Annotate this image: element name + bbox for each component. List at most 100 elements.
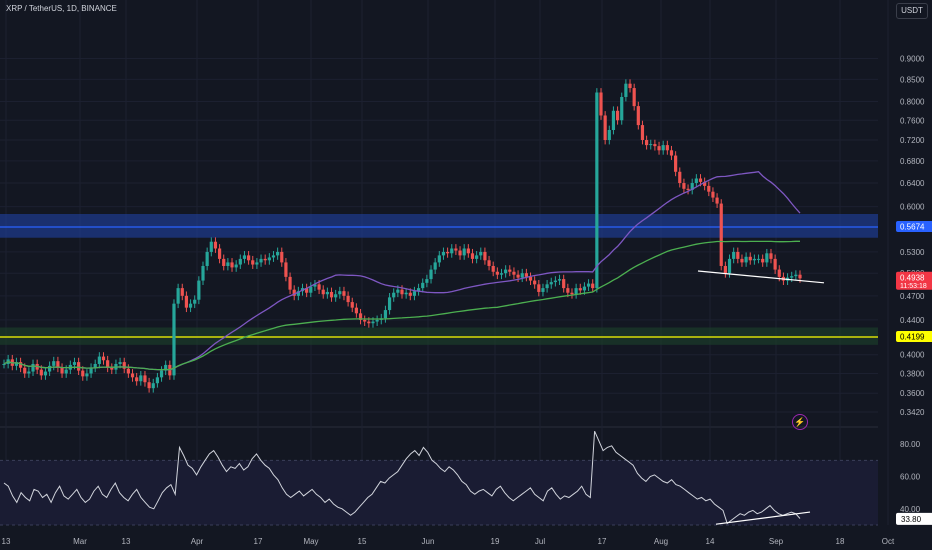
- candle-body: [723, 265, 727, 274]
- candle-body: [251, 260, 255, 265]
- candle-body: [508, 269, 512, 272]
- candle-body: [475, 255, 479, 259]
- candle-body: [761, 258, 765, 263]
- candle-body: [661, 145, 665, 151]
- candle-body: [665, 145, 669, 151]
- candle-body: [255, 262, 259, 265]
- rsi-y-tick-label: 80.00: [900, 440, 921, 449]
- candle-body: [288, 276, 292, 290]
- candle-body: [446, 251, 450, 254]
- candle-body: [230, 262, 234, 268]
- x-tick-label: 18: [836, 537, 845, 546]
- grid: [0, 0, 889, 525]
- candle-body: [682, 183, 686, 189]
- price-zone: [0, 213, 878, 238]
- candle-body: [201, 265, 205, 281]
- candle-body: [72, 362, 77, 365]
- candle-body: [491, 265, 495, 272]
- candle-body: [383, 310, 388, 319]
- candle-body: [719, 203, 723, 266]
- candle-body: [715, 197, 719, 204]
- candle-body: [338, 291, 342, 295]
- candle-body: [669, 150, 674, 156]
- candle-body: [794, 274, 798, 277]
- candle-body: [213, 241, 218, 249]
- candle-body: [458, 250, 462, 256]
- rsi-y-tick-label: 60.00: [900, 473, 921, 482]
- y-tick-label: 0.6400: [900, 179, 925, 188]
- candle-body: [234, 264, 238, 268]
- candle-body: [408, 292, 412, 296]
- candle-body: [43, 371, 48, 376]
- candle-body: [209, 241, 213, 252]
- candle-body: [732, 251, 736, 259]
- candle-body: [524, 273, 528, 277]
- candle-body: [180, 288, 184, 296]
- candle-body: [690, 183, 694, 190]
- candle-body: [603, 115, 607, 141]
- price-badge: [896, 271, 932, 290]
- price-badge: [896, 330, 932, 342]
- candle-body: [582, 286, 587, 291]
- currency-button[interactable]: USDT: [896, 3, 928, 19]
- candle-body: [790, 276, 794, 278]
- candle-body: [707, 185, 711, 192]
- candle-body: [242, 255, 247, 259]
- moving-averages: [3, 171, 801, 371]
- candle-body: [122, 362, 126, 369]
- candle-body: [143, 375, 147, 383]
- candle-body: [649, 144, 653, 146]
- candle-body: [640, 125, 645, 141]
- candle-body: [483, 251, 487, 261]
- axes: 13 Mar 13 Apr 17 May 15 Jun 19 Jul 17 Aug 14 Sep 18 Oct…: [2, 54, 932, 546]
- candle-body: [557, 279, 562, 281]
- candle-body: [591, 283, 595, 289]
- x-tick-label: 15: [358, 537, 367, 546]
- candle-body: [533, 280, 537, 285]
- candle-body: [657, 146, 661, 151]
- rsi-value-badge: [896, 512, 932, 525]
- candle-body: [367, 321, 371, 324]
- candle-body: [740, 258, 744, 263]
- x-tick-label: 17: [254, 537, 263, 546]
- price-badge-value: 0.5674: [900, 223, 925, 232]
- price-zones: [0, 213, 878, 345]
- y-tick-label: 0.6800: [900, 157, 925, 166]
- candle-body: [703, 181, 707, 186]
- candle-body: [135, 377, 139, 382]
- y-tick-label: 0.7600: [900, 116, 925, 125]
- candle-body: [97, 356, 101, 364]
- candle-body: [698, 178, 703, 182]
- trendline: [697, 270, 825, 284]
- candle-body: [450, 248, 454, 254]
- price-badge: [896, 221, 932, 233]
- candle-body: [674, 155, 678, 172]
- candle-body: [358, 313, 363, 320]
- candle-body: [2, 363, 6, 365]
- candle-body: [462, 248, 466, 256]
- y-tick-label: 0.6000: [900, 203, 925, 212]
- candle-body: [437, 255, 441, 263]
- x-tick-label: Sep: [769, 537, 784, 546]
- horizontal-levels: [0, 226, 878, 338]
- x-tick-label: 14: [706, 537, 715, 546]
- symbol-title[interactable]: XRP / TetherUS, 1D, BINANCE: [6, 4, 117, 13]
- lightning-icon[interactable]: ⚡: [792, 414, 808, 430]
- candle-body: [512, 271, 516, 275]
- candle-body: [678, 171, 682, 184]
- candle-body: [748, 256, 752, 261]
- candle-body: [139, 375, 143, 382]
- candle-body: [110, 367, 114, 370]
- rsi-y-tick-label: 40.00: [900, 505, 921, 514]
- rsi-pane: [0, 430, 878, 526]
- candle-body: [60, 367, 64, 374]
- candle-body: [346, 295, 350, 303]
- candle-body: [296, 291, 300, 296]
- candle-body: [222, 258, 226, 266]
- candle-body: [350, 302, 354, 308]
- candle-body: [85, 373, 89, 377]
- candle-body: [798, 274, 802, 279]
- candle-body: [238, 258, 242, 265]
- candle-body: [520, 273, 524, 278]
